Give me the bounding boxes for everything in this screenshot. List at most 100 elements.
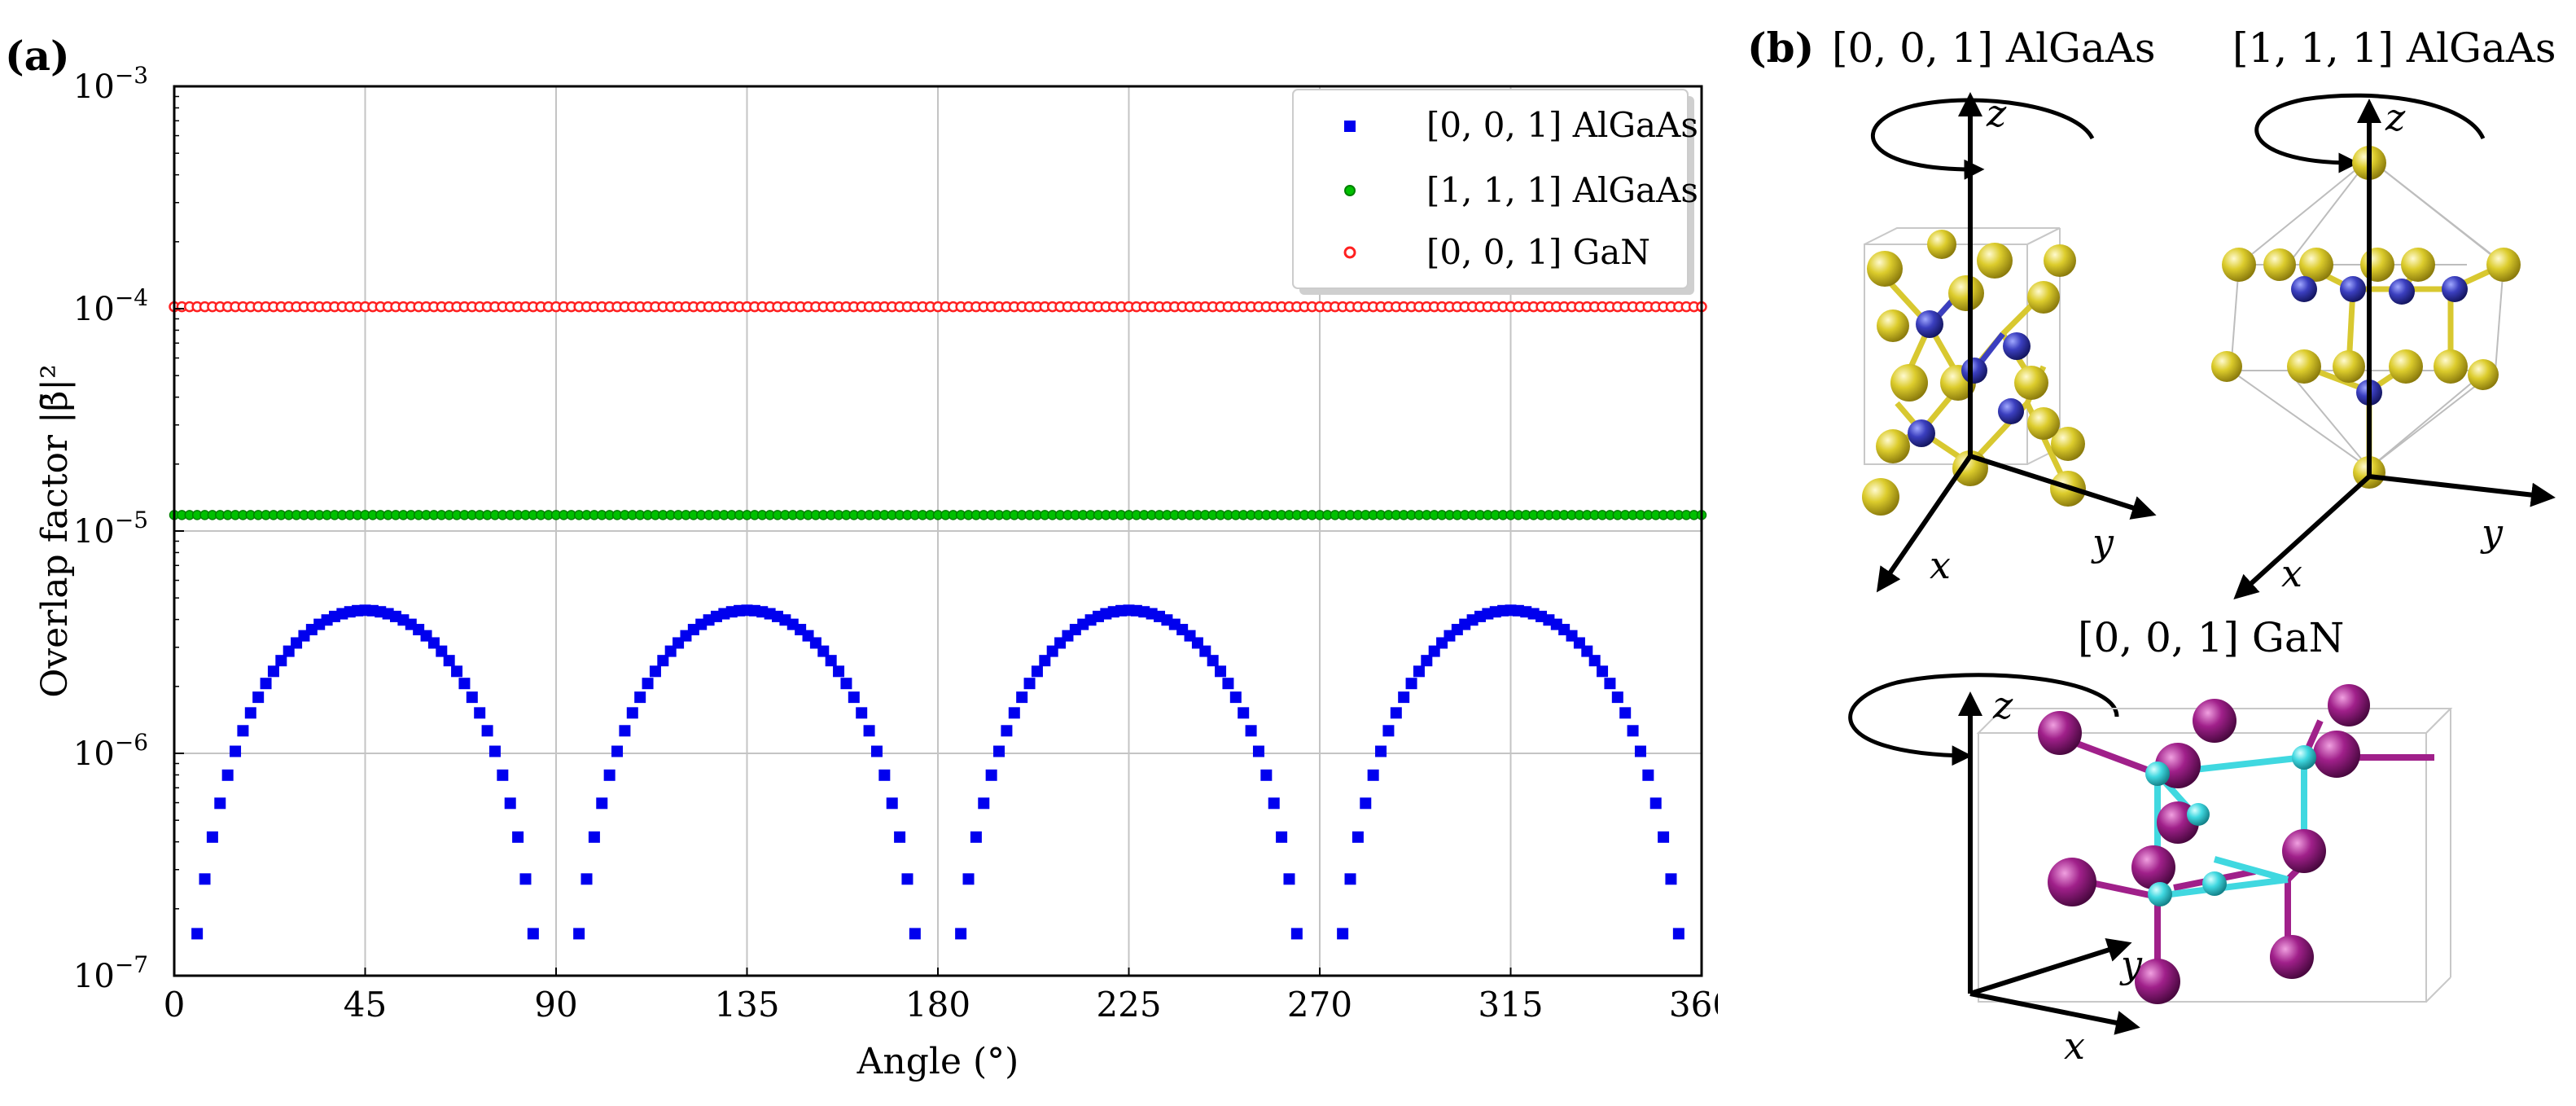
data-point-001-algaas — [1634, 745, 1646, 757]
data-point-001-algaas — [527, 928, 539, 940]
data-point-001-algaas — [1627, 725, 1639, 737]
data-point-001-algaas — [1283, 873, 1295, 885]
data-point-001-algaas — [856, 707, 868, 719]
data-point-001-algaas — [1215, 665, 1227, 678]
legend-label-111-algaas: [1, 1, 1] AlGaAs — [1426, 170, 1698, 210]
data-point-001-algaas — [237, 725, 249, 737]
structure-111-algaas-title: [1, 1, 1] AlGaAs — [2232, 24, 2556, 72]
x-tick-label: 360 — [1669, 985, 1718, 1025]
x-tick-label: 90 — [534, 985, 577, 1025]
data-point-001-algaas — [458, 678, 471, 690]
axis-label-x: x — [2064, 1024, 2085, 1068]
rotation-arrow-icon — [2254, 93, 2486, 173]
data-point-001-algaas — [436, 645, 448, 657]
data-point-001-algaas — [985, 769, 997, 781]
legend: [0, 0, 1] AlGaAs [1, 1, 1] AlGaAs [0, 0,… — [1292, 89, 1698, 295]
data-point-001-algaas — [1023, 678, 1036, 690]
data-point-001-algaas — [833, 665, 845, 678]
x-tick-label: 270 — [1287, 985, 1352, 1025]
structure-001-algaas: [0, 0, 1] AlGaAs — [1832, 24, 2157, 593]
data-point-001-algaas — [1252, 745, 1264, 757]
data-point-001-algaas — [1260, 769, 1273, 781]
data-point-001-algaas — [1642, 769, 1654, 781]
data-point-001-algaas — [894, 831, 906, 843]
axis-label-y: y — [2091, 520, 2114, 564]
data-point-001-algaas — [1665, 873, 1677, 885]
data-point-001-algaas — [191, 928, 204, 940]
series-layer — [169, 301, 1707, 940]
data-point-001-algaas — [1199, 645, 1211, 657]
data-point-001-algaas — [267, 665, 279, 678]
data-point-001-algaas — [451, 665, 463, 678]
data-point-001-algaas — [642, 678, 654, 690]
data-point-001-algaas — [1039, 655, 1051, 667]
x-tick-label: 315 — [1478, 985, 1543, 1025]
y-axis-ticks: 10−7 10−6 10−5 10−4 10−3 — [73, 62, 184, 995]
axis-label-x: x — [1930, 543, 1951, 587]
data-point-001-algaas — [1649, 797, 1662, 810]
data-point-001-algaas — [1581, 645, 1593, 657]
data-point-001-algaas — [1245, 725, 1257, 737]
overlap-chart: (a) 0 45 90 135 180 225 270 315 360 10−7 10−6 10−5… — [5, 32, 1718, 1082]
y-tick-label: 10−4 — [73, 284, 148, 328]
data-point-001-algaas — [1382, 725, 1395, 737]
data-point-001-algaas — [1238, 707, 1250, 719]
data-point-001-algaas — [474, 707, 486, 719]
x-tick-label: 45 — [344, 985, 387, 1025]
data-point-001-algaas — [1588, 655, 1601, 667]
data-point-001-algaas — [244, 707, 256, 719]
axis-label-z: z — [1986, 91, 2007, 135]
data-point-001-algaas — [519, 873, 532, 885]
data-point-001-algaas — [206, 831, 218, 843]
axis-label-y: y — [2480, 511, 2504, 555]
legend-label-001-algaas: [0, 0, 1] AlGaAs — [1426, 105, 1698, 145]
data-point-001-algaas — [1352, 831, 1364, 843]
data-point-001-algaas — [1016, 691, 1028, 704]
data-point-001-algaas — [1222, 678, 1234, 690]
data-point-001-algaas — [1360, 797, 1372, 810]
data-point-001-algaas — [1619, 707, 1632, 719]
data-point-001-algaas — [886, 797, 898, 810]
data-point-001-algaas — [619, 725, 631, 737]
data-point-001-algaas — [443, 655, 455, 667]
data-point-001-algaas — [596, 797, 608, 810]
data-point-001-algaas — [214, 797, 226, 810]
y-tick-label: 10−3 — [73, 62, 148, 106]
x-axis-ticks: 0 45 90 135 180 225 270 315 360 — [164, 968, 1718, 1025]
data-point-001-algaas — [573, 928, 585, 940]
structure-111-algaas: [1, 1, 1] AlGaAs — [2211, 24, 2556, 600]
data-point-001-algaas — [466, 691, 478, 704]
data-point-001-algaas — [993, 745, 1005, 757]
legend-marker-001-algaas — [1344, 121, 1356, 132]
data-point-001-algaas — [1658, 831, 1670, 843]
data-point-001-algaas — [1390, 707, 1402, 719]
y-axis-label: Overlap factor |β̄|² — [34, 364, 76, 698]
data-point-001-algaas — [955, 928, 967, 940]
data-point-001-algaas — [1031, 665, 1043, 678]
axis-label-z: z — [2385, 95, 2406, 139]
data-point-001-algaas — [1413, 665, 1425, 678]
data-point-001-algaas — [1344, 873, 1356, 885]
data-point-001-algaas — [1367, 769, 1379, 781]
data-point-001-algaas — [252, 691, 265, 704]
data-point-001-algaas — [512, 831, 524, 843]
legend-marker-111-algaas — [1344, 185, 1356, 196]
data-point-001-algaas — [199, 873, 211, 885]
data-point-001-algaas — [221, 769, 234, 781]
x-tick-label: 135 — [714, 985, 779, 1025]
data-point-001-algaas — [962, 873, 975, 885]
data-point-001-algaas — [978, 797, 990, 810]
data-point-001-algaas — [878, 769, 891, 781]
data-point-001-algaas — [1207, 655, 1219, 667]
y-tick-label: 10−6 — [73, 729, 148, 773]
data-point-001-algaas — [1611, 691, 1623, 704]
data-point-001-algaas — [488, 745, 501, 757]
data-point-001-algaas — [825, 655, 837, 667]
x-tick-label: 0 — [164, 985, 186, 1025]
structure-001-gan-title: [0, 0, 1] GaN — [2078, 614, 2344, 661]
data-point-001-algaas — [970, 831, 982, 843]
data-point-001-algaas — [580, 873, 593, 885]
y-tick-label: 10−5 — [73, 507, 148, 551]
legend-label-001-gan: [0, 0, 1] GaN — [1426, 232, 1650, 272]
data-point-001-algaas — [1290, 928, 1303, 940]
